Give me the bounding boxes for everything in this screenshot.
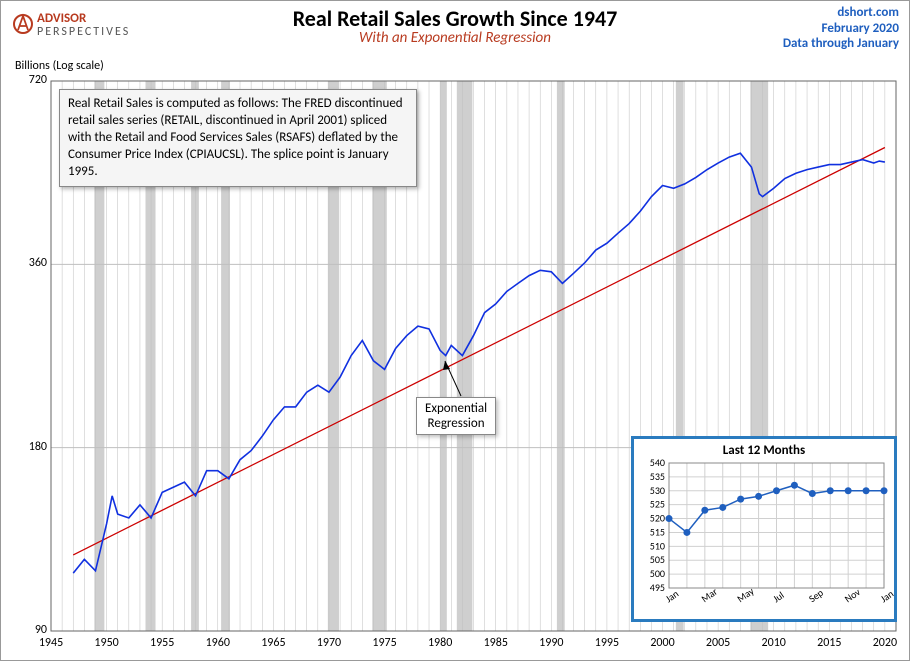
svg-text:530: 530	[650, 484, 665, 497]
svg-text:505: 505	[650, 553, 665, 566]
svg-text:510: 510	[650, 539, 665, 552]
methodology-note: Real Retail Sales is computed as follows…	[59, 89, 417, 187]
svg-text:535: 535	[650, 470, 665, 483]
x-tick: 1960	[206, 636, 230, 650]
y-tick: 90	[13, 623, 47, 637]
x-tick: 1980	[428, 636, 452, 650]
svg-text:500: 500	[650, 567, 665, 580]
regression-label-box: ExponentialRegression	[416, 397, 496, 435]
x-tick: 2010	[762, 636, 786, 650]
svg-text:Jan: Jan	[663, 587, 681, 605]
x-tick: 2020	[873, 636, 897, 650]
svg-text:May: May	[734, 584, 756, 605]
svg-text:Sep: Sep	[806, 586, 826, 605]
x-tick: 1950	[94, 636, 118, 650]
y-tick: 180	[13, 440, 47, 454]
svg-text:520: 520	[650, 512, 665, 525]
x-tick: 1970	[317, 636, 341, 650]
svg-text:540: 540	[650, 456, 665, 469]
x-tick: 1945	[39, 636, 63, 650]
inset-last-12-months: Last 12 Months 4955005055105155205255305…	[631, 436, 897, 622]
svg-text:495: 495	[650, 581, 665, 594]
svg-text:525: 525	[650, 498, 665, 511]
x-tick: 2005	[706, 636, 730, 650]
x-tick: 1985	[484, 636, 508, 650]
y-tick: 360	[13, 256, 47, 270]
svg-text:Jan: Jan	[878, 587, 894, 605]
inset-chart: 495500505510515520525530535540JanMarMayJ…	[634, 439, 894, 619]
x-tick: 1955	[150, 636, 174, 650]
svg-text:515: 515	[650, 525, 665, 538]
x-tick: 1975	[372, 636, 396, 650]
x-tick: 1995	[595, 636, 619, 650]
svg-text:Jul: Jul	[770, 588, 786, 605]
x-tick: 1990	[539, 636, 563, 650]
x-tick: 1965	[261, 636, 285, 650]
x-tick: 2015	[817, 636, 841, 650]
x-tick: 2000	[650, 636, 674, 650]
y-tick: 720	[13, 73, 47, 87]
